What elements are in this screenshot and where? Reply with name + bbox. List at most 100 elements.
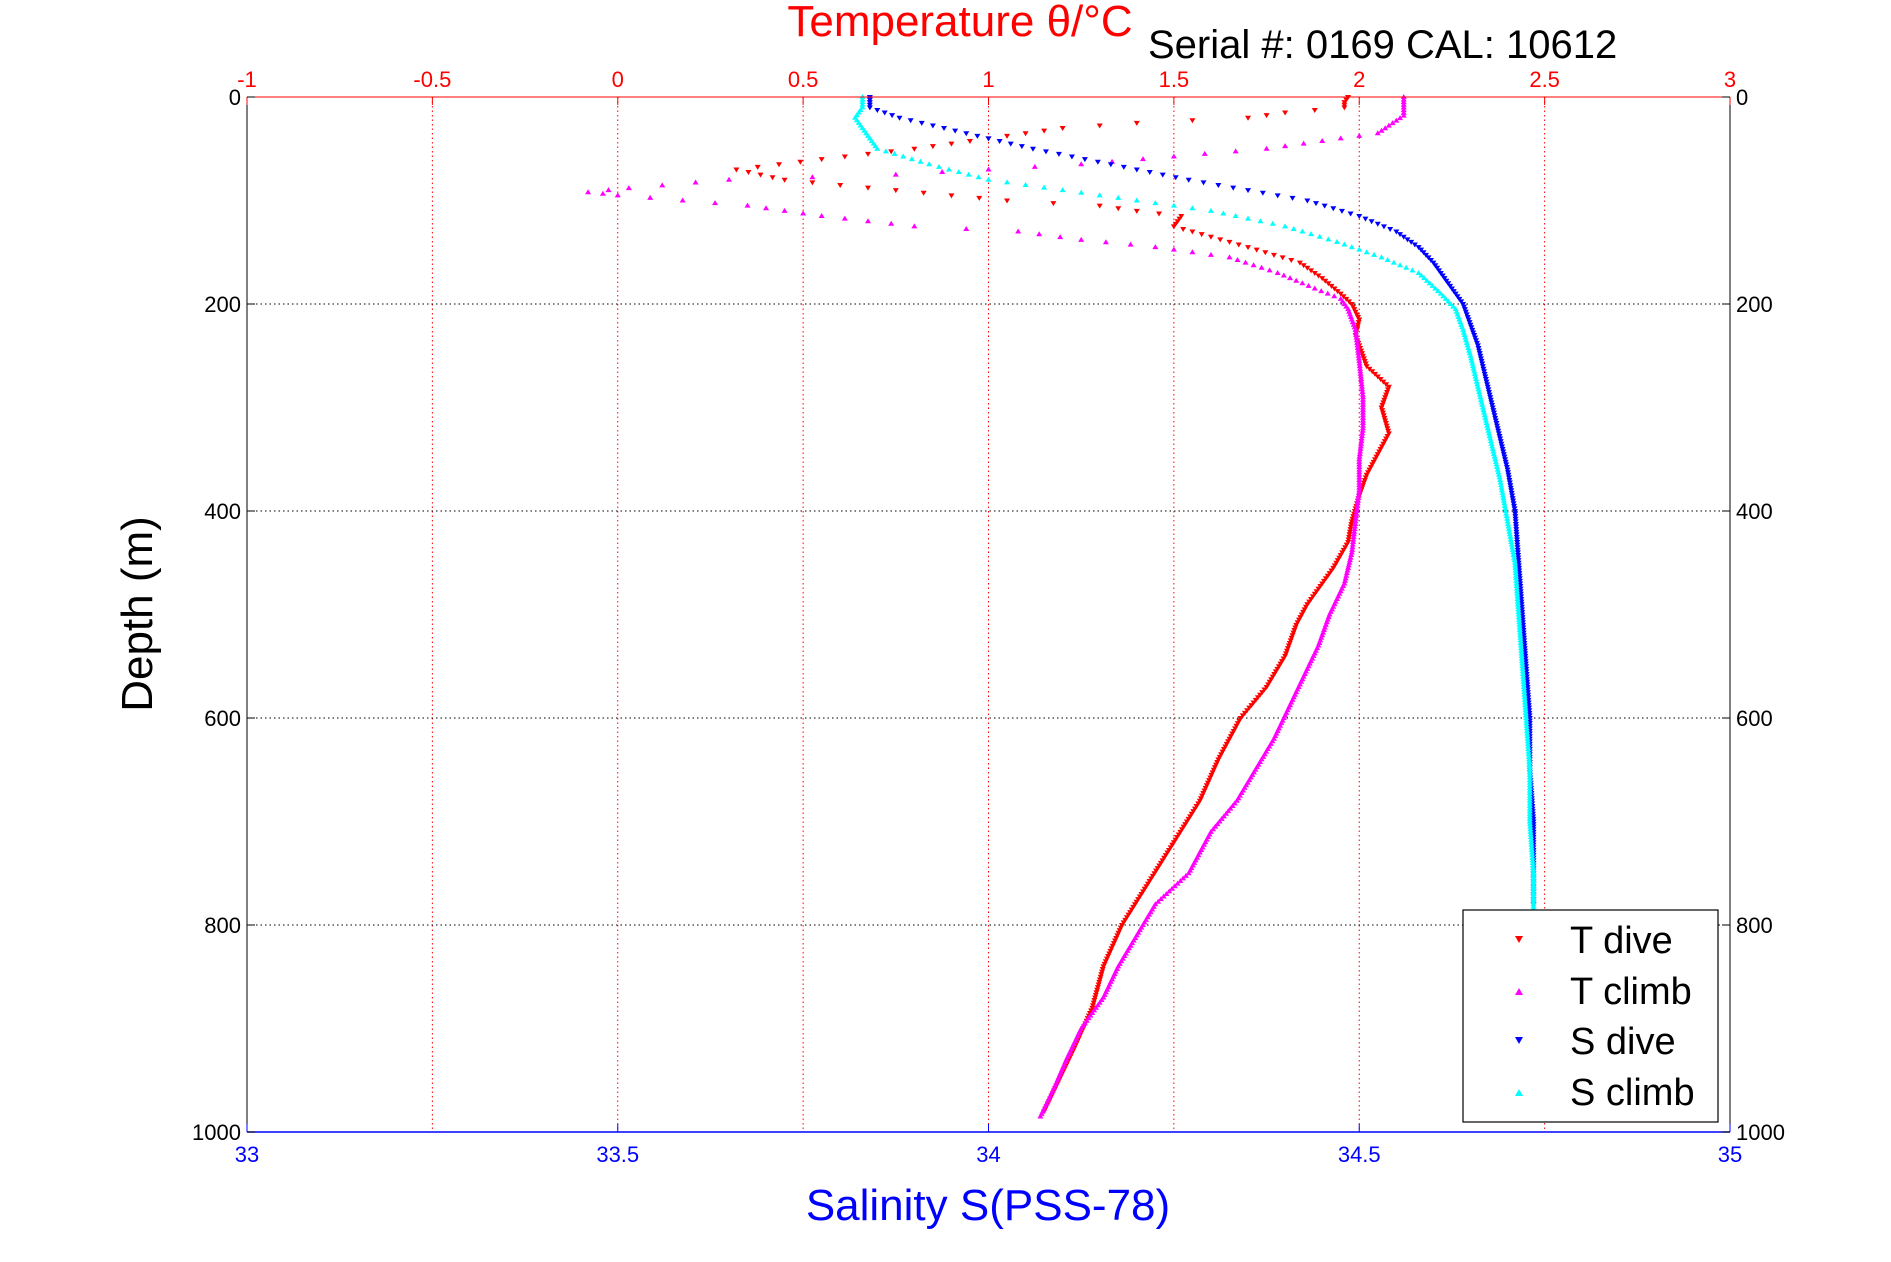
data-point [1524,730,1531,736]
data-point [1516,627,1523,633]
data-point [1331,286,1338,292]
data-point [1427,258,1434,264]
data-point [1528,841,1535,847]
y-axis-title: Depth (m) [113,516,162,712]
data-point [1522,704,1529,710]
data-point [1294,620,1301,626]
data-point [1169,842,1176,848]
data-point [966,138,973,144]
data-point [1123,915,1130,921]
data-point [1185,870,1192,876]
data-point [917,158,924,164]
temperature-tick-label: -0.5 [413,67,451,92]
data-point [1460,329,1467,335]
data-point [1460,326,1467,332]
data-point [1241,710,1248,716]
data-point [1478,358,1485,364]
data-point [1359,388,1366,394]
temperature-tick-label: -1 [237,67,257,92]
data-point [1353,334,1360,340]
data-point [1378,405,1385,411]
data-point [1496,433,1503,439]
data-point [1352,309,1359,315]
data-point [1508,541,1515,547]
data-point [1524,727,1531,733]
depth-tick-label-left: 200 [204,292,241,317]
data-point [1300,140,1307,146]
data-point [1078,189,1085,195]
data-point [1526,761,1533,767]
data-point [1440,293,1447,299]
data-point [1397,115,1404,121]
data-point [1166,847,1173,853]
data-point [1351,526,1358,532]
data-point [1237,716,1244,721]
data-point [1357,448,1364,454]
data-point [1355,495,1362,501]
data-point [818,157,825,163]
data-point [1289,633,1296,639]
data-point [1359,394,1366,400]
data-point [1182,872,1189,878]
data-point [1250,262,1257,268]
data-point [1133,208,1140,214]
data-point [859,99,866,105]
data-point [1530,880,1537,886]
data-point [1526,810,1533,816]
data-point [1482,374,1489,380]
data-point [1465,344,1472,350]
data-point [1232,148,1239,154]
data-point [1474,381,1481,387]
data-point [1517,634,1524,640]
data-point [1233,723,1240,729]
data-point [1356,466,1363,472]
data-point [889,113,896,119]
data-point [1174,835,1181,841]
data-point [1530,872,1537,878]
legend-entry-s-dive: S dive [1515,1021,1676,1063]
data-point [1341,105,1348,111]
data-point [1512,516,1519,522]
data-point [1376,449,1383,455]
data-point [1511,503,1518,509]
data-point [1456,296,1463,302]
data-point [965,171,972,177]
data-point [1523,715,1530,720]
data-point [1282,223,1289,229]
data-point [1526,764,1533,770]
data-point [837,182,844,188]
data-point [1452,291,1459,297]
data-point [1144,881,1151,887]
data-point [1096,123,1103,129]
data-point [1170,246,1177,252]
data-point [1354,342,1361,348]
data-point [1356,132,1363,138]
data-point [1345,540,1352,546]
data-point [1163,890,1170,896]
data-point [1517,632,1524,638]
data-point [1471,368,1478,374]
data-point [1483,379,1490,385]
data-point [1477,356,1484,362]
data-point [1384,433,1391,439]
data-point [1348,302,1355,307]
data-point [1492,456,1499,462]
data-point [1522,712,1529,718]
data-point [1127,910,1134,916]
data-point [1514,588,1521,594]
depth-tick-label-left: 1000 [192,1120,241,1145]
data-point [1201,788,1208,794]
data-point [1503,465,1510,471]
data-point [1434,265,1441,271]
data-point [1131,902,1138,908]
data-point [1493,421,1500,427]
data-point [1366,467,1373,473]
data-point [1489,445,1496,451]
data-point [1298,612,1305,618]
data-point [1341,241,1348,247]
data-point [1341,100,1348,106]
data-point [1266,267,1273,273]
data-point [1516,621,1523,627]
data-point [1306,599,1313,605]
data-point [1130,904,1137,910]
